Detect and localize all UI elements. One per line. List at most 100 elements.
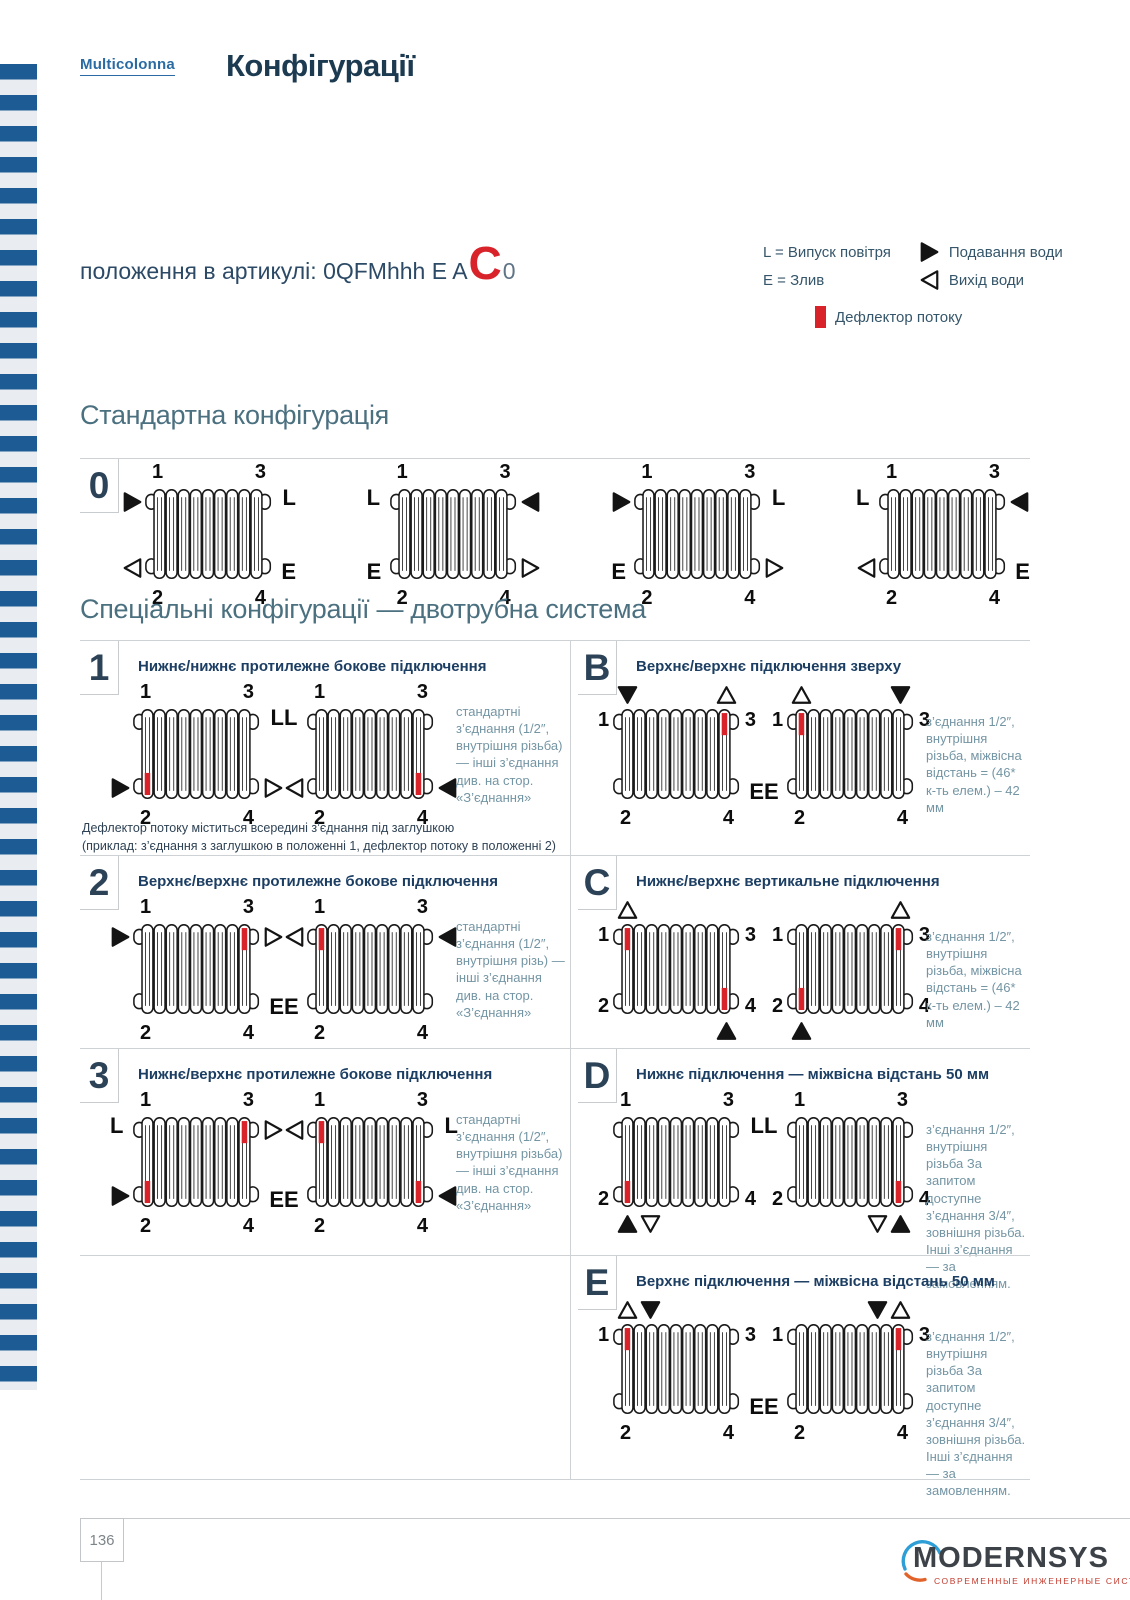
- position-number-2: 2: [152, 587, 164, 609]
- position-number-3: 3: [918, 924, 930, 946]
- config-note: з’єднання 1/2″, внутрішня різьба, міжвіс…: [926, 929, 1022, 1030]
- position-number-3: 3: [722, 1089, 734, 1111]
- position-number-3: 3: [988, 461, 1000, 483]
- filled-right-arrow-icon: [123, 492, 142, 512]
- position-number-1: 1: [314, 896, 326, 918]
- radiator-diagram: 1 3 2 4: [764, 896, 938, 1044]
- stripe-decoration: [0, 64, 37, 1390]
- legend: L = Випуск повітря E = Злив Подавання во…: [763, 238, 1073, 330]
- position-number-4: 4: [744, 995, 756, 1017]
- position-number-3: 3: [744, 709, 756, 731]
- position-number-4: 4: [254, 587, 266, 609]
- flow-arrow: [110, 926, 131, 948]
- drain-label: E: [269, 1187, 284, 1212]
- position-number-1: 1: [885, 461, 898, 483]
- radiator-body: [613, 1324, 740, 1415]
- drain-label: E: [284, 1187, 299, 1212]
- position-number-2: 2: [794, 807, 806, 829]
- article-code-prefix: положення в артикулі: 0QFMhhh E A: [80, 258, 468, 284]
- deflector-bar: [624, 928, 631, 951]
- legend-deflector: Дефлектор потоку: [815, 304, 1073, 330]
- config-badge-3: 3: [80, 1049, 119, 1103]
- config-note: стандартні з’єднання (1/2″, внутрішня рі…: [456, 919, 565, 1020]
- vent-label: L: [270, 705, 284, 730]
- position-number-2: 2: [772, 1188, 784, 1210]
- config-cell-1: 1 Нижнє/нижнє протилежне бокове підключен…: [80, 641, 570, 855]
- position-number-4: 4: [896, 807, 908, 829]
- position-number-2: 2: [794, 1422, 806, 1444]
- vent-label: L: [366, 485, 381, 510]
- position-number-1: 1: [620, 1089, 632, 1111]
- deflector-bar: [721, 713, 728, 736]
- config-badge-0: 0: [80, 459, 119, 513]
- vertical-arrows: [890, 684, 911, 706]
- position-number-3: 3: [242, 896, 254, 918]
- deflector-bar: [415, 772, 422, 796]
- page-number: 136: [80, 1518, 124, 1562]
- open-down-arrow-icon: [867, 1215, 888, 1233]
- position-number-2: 2: [140, 1022, 152, 1044]
- radiator-diagram: 1 3 2 4 L: [764, 1089, 938, 1237]
- legend-supply: Подавання води: [919, 238, 1063, 266]
- deflector-bar: [895, 1180, 902, 1204]
- open-right-arrow-icon: [765, 558, 784, 578]
- drain-label: E: [764, 1394, 779, 1419]
- radiator-body: [133, 924, 260, 1015]
- position-number-1: 1: [772, 924, 784, 946]
- deflector-bar: [318, 1121, 325, 1144]
- open-left-arrow-icon: [285, 778, 304, 798]
- deflector-bar: [624, 1328, 631, 1351]
- config-note: стандартні з’єднання (1/2″, внутрішня рі…: [456, 704, 563, 805]
- vent-label: L: [855, 485, 870, 510]
- flow-arrow: [263, 1119, 284, 1141]
- deflector-bar: [318, 928, 325, 951]
- flow-arrow: [437, 777, 458, 799]
- position-number-3: 3: [896, 1089, 908, 1111]
- config-note: стандартні з’єднання (1/2″, внутрішня рі…: [456, 1112, 563, 1213]
- config-title: Нижнє/верхнє протилежне бокове підключен…: [138, 1066, 493, 1083]
- position-number-3: 3: [242, 1089, 254, 1111]
- config-title: Верхнє/верхнє підключення зверху: [636, 658, 902, 675]
- position-number-4: 4: [896, 1422, 908, 1444]
- radiator-body: [389, 489, 516, 580]
- position-number-2: 2: [620, 1422, 632, 1444]
- position-number-1: 1: [598, 1324, 610, 1346]
- open-up-arrow-icon: [716, 686, 737, 704]
- position-number-4: 4: [416, 807, 428, 829]
- page-title: Конфігурації: [226, 48, 415, 83]
- grid-bottom-rule: [80, 1479, 1030, 1480]
- vent-label: L: [282, 485, 296, 510]
- config-cell-B: B Верхнє/верхнє підключення зверху 1 3 2 4 E 1 3…: [570, 641, 1030, 855]
- config-cell-C: C Нижнє/верхнє вертикальне підключення 1 3 2…: [570, 856, 1030, 1048]
- radiator-diagram: 1 3 2 4 L E: [856, 461, 1030, 609]
- radiator-body: [133, 709, 260, 800]
- position-number-4: 4: [242, 1215, 254, 1237]
- flow-arrow: [263, 926, 284, 948]
- position-number-4: 4: [744, 587, 756, 609]
- config-badge-1: 1: [80, 641, 119, 695]
- position-number-2: 2: [598, 995, 610, 1017]
- vent-label: L: [771, 485, 786, 510]
- config-title: Нижнє підключення — міжвісна відстань 50…: [636, 1066, 990, 1083]
- config-note: з’єднання 1/2″, внутрішня різьба, міжвіс…: [926, 714, 1022, 815]
- radiator-diagram: 1 3 2 4: [590, 896, 764, 1044]
- deflector-bar: [895, 928, 902, 951]
- drain-label: E: [749, 779, 764, 804]
- radiator-diagram: 1 3 2 4 L E: [284, 1089, 458, 1237]
- flow-arrow: [437, 926, 458, 948]
- deflector-bar: [798, 713, 805, 736]
- config-note: з’єднання 1/2″, внутрішня різьба За запи…: [926, 1122, 1026, 1292]
- deflector-bar: [798, 987, 805, 1011]
- legend-outlet: Вихід води: [919, 266, 1063, 294]
- radiator-body: [879, 489, 1006, 580]
- position-number-4: 4: [918, 1188, 930, 1210]
- vertical-arrows: [791, 684, 812, 706]
- config-title: Верхнє/верхнє протилежне бокове підключе…: [138, 873, 498, 890]
- open-up-arrow-icon: [617, 901, 638, 919]
- article-code-highlight: C: [468, 237, 502, 289]
- position-number-1: 1: [772, 709, 784, 731]
- special-config-grid: 1 Нижнє/нижнє протилежне бокове підключен…: [80, 640, 1030, 1498]
- radiator-body: [307, 924, 434, 1015]
